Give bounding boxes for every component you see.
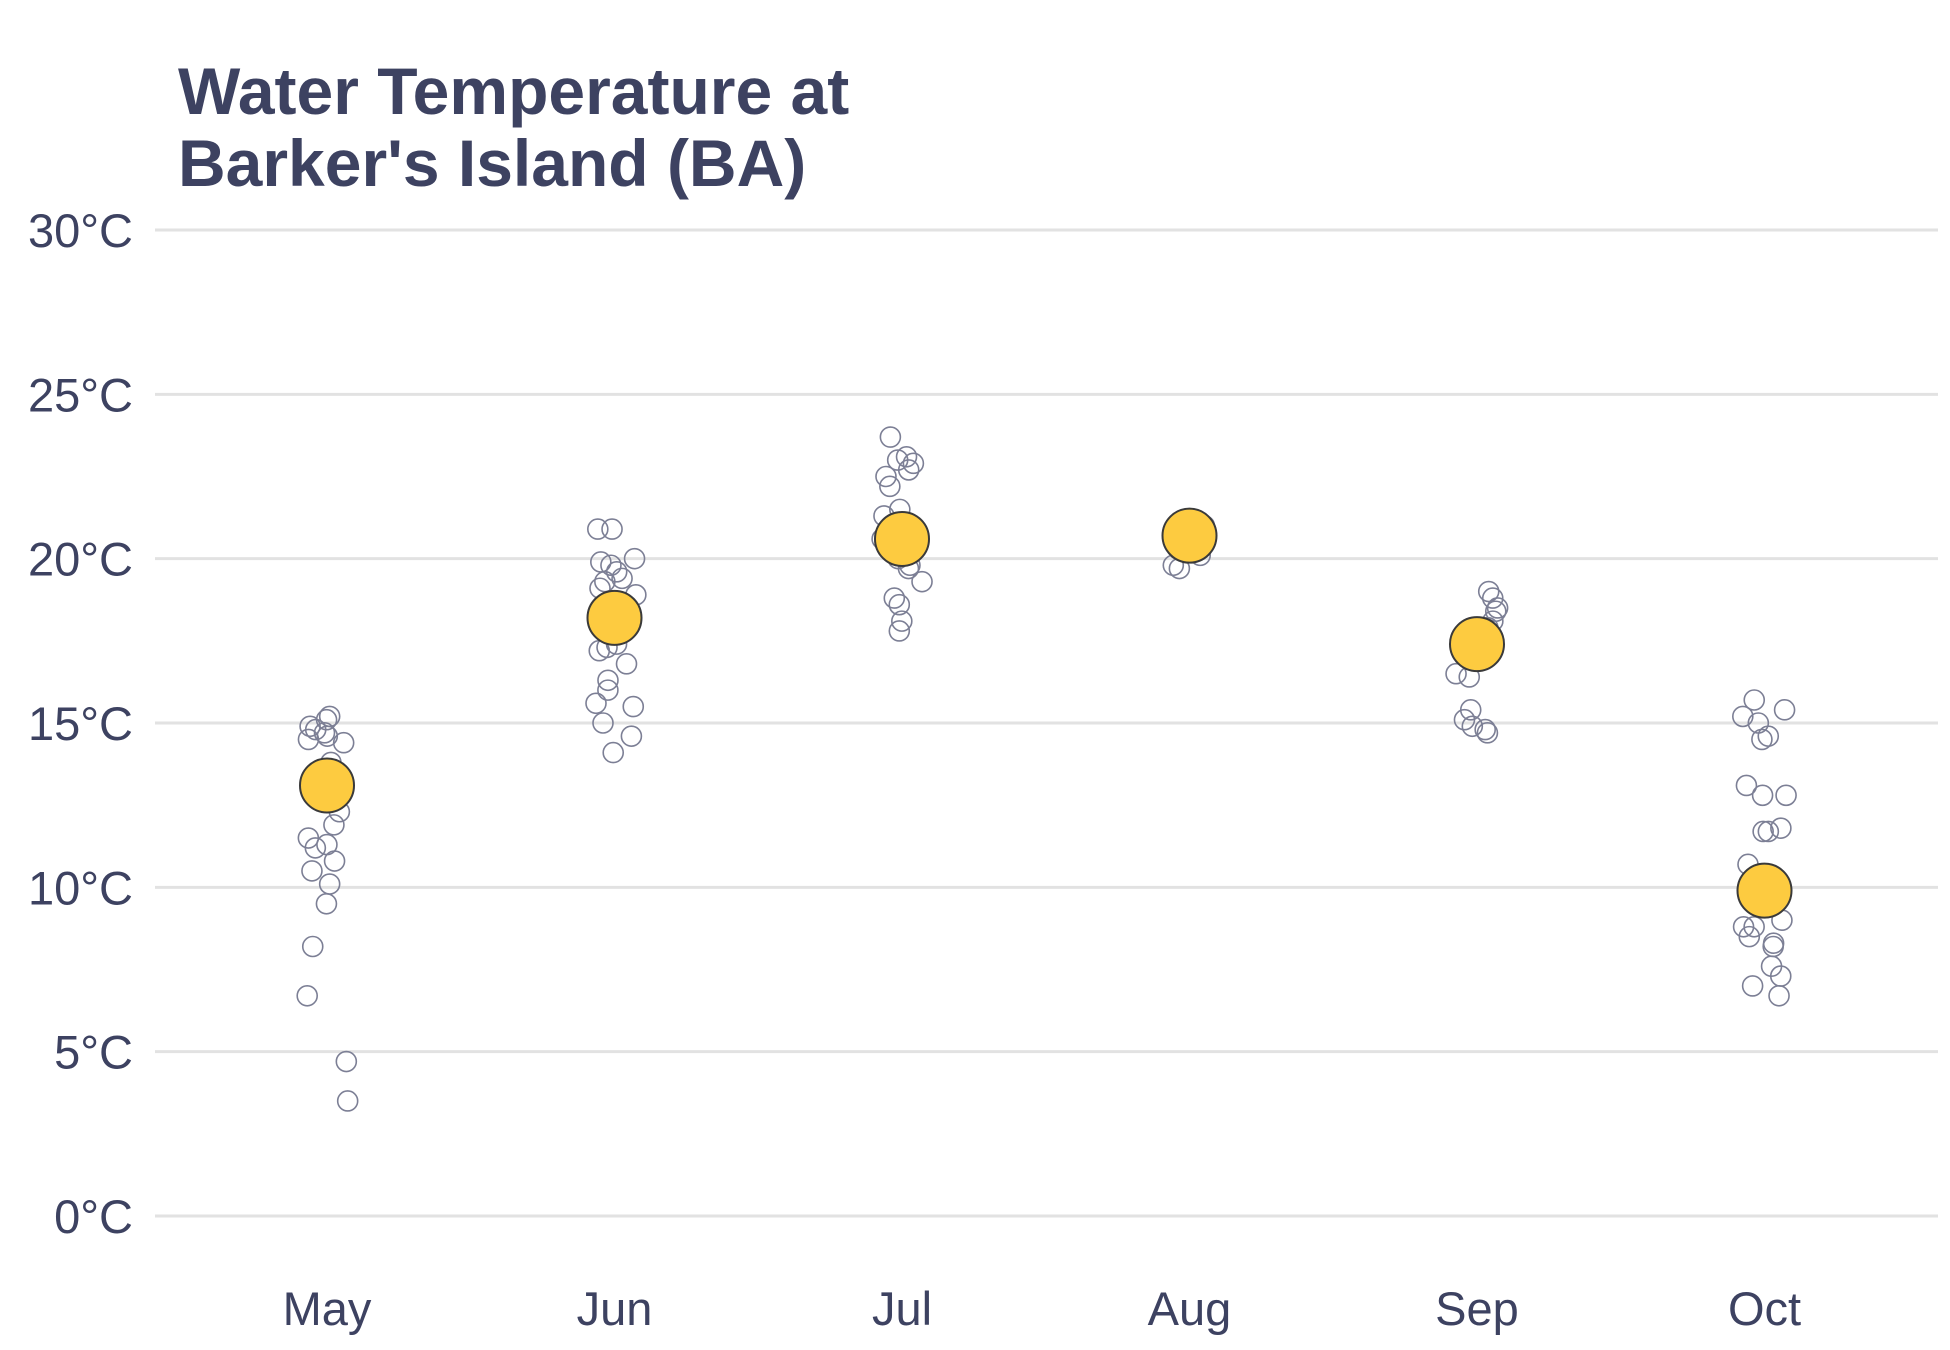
observation-point-may [336, 1090, 359, 1112]
mean-point-jun [586, 589, 643, 646]
observation-point-jul [888, 620, 911, 642]
observation-point-jul [902, 452, 925, 475]
observation-point-oct [1732, 705, 1754, 728]
x-axis: May Jun Jul Aug Sep Oct [283, 1282, 1801, 1335]
observation-point-oct [1752, 820, 1774, 843]
chart-title: Water Temperature at Barker's Island (BA… [178, 54, 849, 200]
y-axis: 0°C 5°C 10°C 15°C 20°C 25°C 30°C [28, 204, 133, 1243]
observation-point-oct [1757, 820, 1780, 843]
observation-point-jun [587, 518, 609, 540]
observation-points [296, 426, 1797, 1112]
observation-point-jun [597, 669, 619, 692]
observation-point-jul [879, 426, 902, 448]
observation-point-oct [1738, 925, 1761, 948]
observation-point-oct [1741, 975, 1764, 997]
observation-point-oct [1768, 984, 1790, 1007]
observation-point-jun [602, 741, 625, 764]
observation-point-sep [1486, 597, 1509, 619]
x-tick-label: Aug [1148, 1282, 1232, 1335]
y-tick-label: 5°C [54, 1026, 133, 1079]
observation-point-may [315, 892, 338, 915]
observation-point-oct [1773, 699, 1796, 721]
observation-point-jul [891, 610, 913, 632]
observation-point-jun [605, 561, 628, 583]
x-tick-label: Sep [1435, 1282, 1519, 1335]
observation-point-jun [611, 567, 633, 590]
monthly-mean-points [299, 507, 1793, 919]
y-tick-label: 20°C [28, 533, 133, 586]
observation-point-may [301, 860, 323, 882]
x-tick-label: Oct [1728, 1282, 1801, 1335]
observation-point-jun [620, 725, 643, 747]
observation-point-jul [883, 587, 906, 609]
observation-point-jul [875, 465, 897, 488]
observation-point-may [296, 984, 319, 1007]
observation-point-jun [622, 695, 645, 718]
observation-point-sep [1476, 722, 1499, 744]
observation-point-may [323, 814, 345, 836]
observation-point-jul [879, 475, 901, 498]
observation-point-jun [592, 712, 614, 734]
observation-point-oct [1743, 689, 1766, 711]
observation-point-jul [897, 459, 920, 481]
observation-point-jun [601, 518, 623, 540]
observation-point-jul [888, 593, 911, 616]
observation-point-jun [597, 679, 619, 701]
observation-point-may [318, 873, 341, 895]
y-tick-label: 25°C [28, 368, 133, 421]
observation-point-may [304, 837, 327, 859]
chart-title-line-2: Barker's Island (BA) [178, 126, 806, 200]
observation-point-may [323, 850, 346, 872]
observation-point-may [297, 728, 320, 751]
observation-point-sep [1445, 662, 1467, 685]
observation-point-jul [895, 445, 918, 468]
observation-point-may [332, 731, 355, 754]
observation-point-jun [585, 692, 607, 715]
observation-point-may [299, 715, 321, 738]
x-tick-label: Jul [872, 1282, 932, 1335]
observation-point-jun [600, 554, 622, 577]
observation-point-sep [1481, 587, 1504, 609]
x-tick-label: May [283, 1282, 372, 1335]
mean-point-jul [874, 510, 930, 567]
mean-point-oct [1736, 862, 1793, 919]
y-tick-label: 15°C [28, 697, 133, 750]
y-tick-label: 0°C [54, 1190, 133, 1243]
observation-point-oct [1770, 817, 1792, 839]
mean-point-sep [1449, 616, 1505, 673]
observation-point-jul [911, 570, 933, 593]
chart-title-line-1: Water Temperature at [178, 54, 849, 128]
observation-point-may [313, 722, 336, 744]
observation-point-sep [1474, 718, 1496, 741]
observation-point-oct [1751, 784, 1774, 807]
observation-point-jun [615, 653, 638, 675]
observation-point-oct [1775, 784, 1797, 807]
observation-point-sep [1477, 580, 1500, 603]
y-tick-label: 30°C [28, 204, 133, 257]
observation-point-sep [1461, 715, 1484, 738]
observation-point-sep [1453, 708, 1476, 731]
x-tick-label: Jun [577, 1282, 653, 1335]
observation-point-oct [1743, 915, 1765, 938]
gridlines [155, 228, 1938, 1218]
observation-point-may [301, 935, 324, 958]
observation-point-oct [1751, 728, 1773, 751]
mean-point-aug [1161, 507, 1218, 564]
observation-point-jun [623, 547, 646, 570]
y-tick-label: 10°C [28, 861, 133, 914]
observation-point-oct [1735, 774, 1758, 797]
observation-point-may [335, 1050, 358, 1073]
mean-point-may [299, 757, 355, 814]
